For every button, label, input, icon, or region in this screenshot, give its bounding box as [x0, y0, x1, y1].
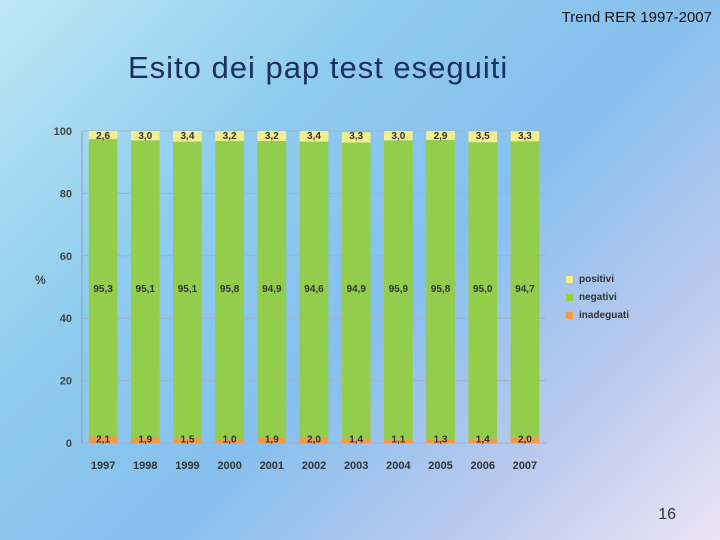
bar-segment-negativi	[299, 141, 329, 437]
x-tick-label: 1999	[175, 460, 199, 472]
bar-segment-positivi	[257, 131, 287, 141]
bar-segment-negativi	[173, 141, 202, 439]
data-label-inadeguati: 1,0	[223, 435, 237, 446]
data-label-negativi: 95,1	[136, 284, 156, 295]
bar-segment-negativi	[130, 140, 160, 438]
bar-segment-inadeguati	[130, 437, 160, 443]
legend-label: negativi	[579, 291, 617, 303]
legend-label: positivi	[579, 273, 615, 285]
legend-swatch	[566, 311, 573, 319]
bar-segment-negativi	[510, 141, 540, 437]
x-tick-label: 2002	[302, 460, 326, 472]
bar-segment-positivi	[130, 131, 160, 141]
data-label-positivi: 3,3	[518, 131, 532, 142]
x-tick-label: 1998	[133, 460, 157, 472]
x-tick-label: 2001	[260, 460, 284, 472]
y-tick-label: 0	[66, 438, 72, 450]
data-label-inadeguati: 2,0	[518, 435, 532, 446]
x-tick-label: 2007	[513, 460, 537, 472]
x-tick-label: 2005	[428, 460, 452, 472]
data-label-inadeguati: 1,4	[349, 435, 363, 446]
bar-segment-negativi	[341, 142, 371, 439]
page-number: 16	[658, 506, 676, 523]
x-tick-label: 1997	[91, 460, 115, 472]
bar-segment-positivi	[173, 131, 202, 142]
legend-item-inadeguati: inadeguati	[566, 306, 629, 324]
legend-swatch	[566, 275, 573, 283]
bar-segment-inadeguati	[510, 436, 540, 443]
bar-segment-inadeguati	[173, 438, 202, 443]
bar-segment-positivi	[468, 131, 498, 143]
x-tick-label: 2004	[386, 460, 411, 472]
y-tick-label: 40	[60, 313, 72, 325]
slide-subtitle: Trend RER 1997-2007	[561, 9, 712, 26]
data-label-negativi: 94,6	[304, 284, 324, 295]
data-label-negativi: 95,8	[220, 284, 240, 295]
data-label-positivi: 2,6	[96, 131, 110, 142]
bar-segment-inadeguati	[468, 438, 498, 443]
data-label-inadeguati: 1,3	[434, 435, 448, 446]
data-label-positivi: 3,0	[138, 131, 152, 142]
data-label-positivi: 3,5	[476, 131, 490, 142]
chart-legend: positivi negativi inadeguati	[566, 270, 629, 324]
x-tick-label: 2006	[470, 460, 494, 472]
data-label-positivi: 3,3	[349, 131, 363, 142]
data-label-inadeguati: 2,0	[307, 435, 321, 446]
legend-item-negativi: negativi	[566, 288, 629, 306]
data-label-negativi: 94,9	[262, 284, 282, 295]
data-label-negativi: 94,9	[346, 284, 366, 295]
x-tick-label: 2000	[217, 460, 241, 472]
legend-label: inadeguati	[579, 309, 630, 321]
bar-segment-positivi	[299, 131, 329, 142]
bar-segment-negativi	[257, 140, 287, 438]
bar-segment-positivi	[510, 131, 540, 142]
bar-segment-inadeguati	[299, 436, 329, 443]
bar-segment-positivi	[215, 131, 244, 141]
bar-segment-inadeguati	[257, 437, 287, 443]
data-label-positivi: 3,0	[391, 131, 405, 142]
data-label-negativi: 95,1	[178, 284, 198, 295]
data-label-positivi: 3,2	[223, 131, 237, 142]
data-label-negativi: 95,9	[389, 284, 409, 295]
y-tick-label: 60	[60, 251, 72, 263]
legend-swatch	[566, 293, 573, 301]
data-label-positivi: 3,4	[181, 131, 195, 142]
bar-segment-negativi	[88, 139, 118, 437]
y-tick-label: 80	[60, 188, 72, 200]
bar-segment-positivi	[341, 132, 371, 143]
bar-segment-negativi	[426, 140, 455, 439]
bar-segment-negativi	[384, 140, 413, 440]
data-label-inadeguati: 1,5	[181, 435, 195, 446]
bar-segment-positivi	[384, 131, 413, 141]
data-label-negativi: 95,8	[431, 284, 451, 295]
data-label-positivi: 3,4	[307, 131, 321, 142]
data-label-inadeguati: 1,9	[265, 435, 279, 446]
data-label-inadeguati: 1,9	[138, 435, 152, 446]
legend-item-positivi: positivi	[566, 270, 629, 288]
bar-segment-inadeguati	[88, 436, 118, 443]
y-axis-unit-label: %	[35, 273, 46, 287]
bar-segment-positivi	[88, 131, 118, 140]
data-label-inadeguati: 1,4	[476, 435, 490, 446]
data-label-inadeguati: 2,1	[96, 435, 110, 446]
bar-segment-positivi	[426, 131, 455, 141]
data-label-negativi: 95,0	[473, 284, 493, 295]
bar-segment-inadeguati	[426, 438, 455, 443]
data-label-positivi: 2,9	[434, 131, 448, 142]
bar-segment-inadeguati	[384, 439, 413, 443]
data-label-negativi: 95,3	[93, 284, 113, 295]
x-tick-label: 2003	[344, 460, 368, 472]
slide-title: Esito dei pap test eseguiti	[128, 50, 509, 85]
bar-segment-inadeguati	[341, 438, 371, 443]
y-tick-label: 100	[54, 126, 72, 138]
bar-segment-negativi	[215, 140, 244, 440]
y-tick-label: 20	[60, 376, 72, 388]
data-label-inadeguati: 1,1	[391, 435, 405, 446]
data-label-negativi: 94,7	[515, 284, 535, 295]
bar-segment-negativi	[468, 142, 498, 439]
data-label-positivi: 3,2	[265, 131, 279, 142]
bar-segment-inadeguati	[215, 439, 244, 443]
